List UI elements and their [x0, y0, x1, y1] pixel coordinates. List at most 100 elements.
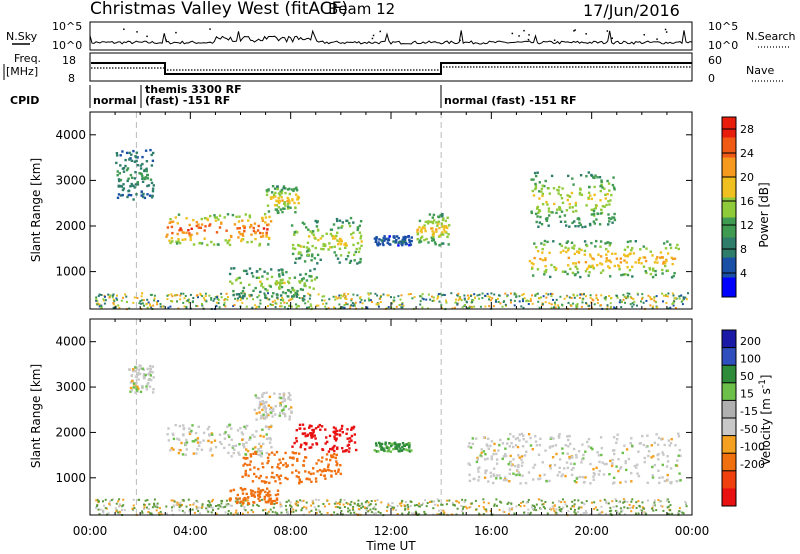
ground-scatter-point: [680, 294, 683, 297]
echo-point: [351, 236, 354, 239]
echo-point: [316, 229, 320, 232]
ground-scatter-point: [217, 504, 219, 507]
ground-scatter-point: [393, 506, 396, 509]
noise-search-point: [123, 28, 125, 30]
ground-scatter-point: [140, 302, 142, 305]
echo-point: [314, 237, 317, 240]
ground-scatter-point: [358, 297, 361, 300]
ground-scatter-point: [199, 294, 202, 296]
ground-scatter-point: [241, 297, 244, 300]
echo-point: [483, 476, 487, 479]
ground-scatter-point: [195, 499, 198, 502]
ground-scatter-point: [174, 294, 177, 297]
echo-point: [231, 213, 235, 217]
ground-scatter-point: [467, 298, 470, 301]
echo-point: [566, 272, 569, 276]
echo-point: [666, 455, 669, 458]
echo-point: [149, 148, 152, 152]
ground-scatter-point: [341, 513, 344, 516]
echo-point: [188, 232, 191, 235]
ground-scatter-point: [531, 504, 534, 507]
echo-point: [185, 448, 188, 451]
ground-scatter-point: [336, 506, 339, 509]
ground-scatter-point: [294, 502, 297, 505]
echo-point: [269, 411, 273, 414]
ground-scatter-point: [181, 509, 184, 512]
echo-point: [389, 450, 392, 453]
echo-point: [284, 204, 287, 207]
echo-point: [307, 253, 310, 256]
ground-scatter-point: [618, 501, 621, 504]
ground-scatter-point: [666, 295, 669, 298]
ground-scatter-point: [437, 293, 440, 296]
echo-point: [257, 276, 261, 279]
ground-scatter-point: [624, 301, 626, 304]
echo-point: [312, 233, 315, 236]
ground-scatter-point: [382, 293, 385, 296]
ground-scatter-point: [653, 504, 656, 507]
ground-scatter-point: [685, 505, 688, 508]
echo-point: [341, 447, 344, 450]
ground-scatter-point: [550, 508, 553, 511]
echo-point: [273, 453, 276, 456]
echo-point: [172, 437, 176, 441]
ground-scatter-point: [529, 299, 532, 302]
echo-point: [558, 215, 562, 218]
echo-point: [199, 226, 202, 229]
ground-scatter-point: [437, 499, 440, 502]
echo-point: [147, 378, 150, 381]
echo-point: [487, 437, 490, 440]
echo-point: [489, 444, 492, 448]
echo-point: [527, 433, 531, 436]
echo-point: [637, 258, 641, 262]
echo-point: [312, 428, 315, 432]
echo-point: [266, 272, 269, 275]
echo-point: [278, 273, 281, 276]
echo-point: [268, 490, 271, 493]
echo-point: [336, 429, 339, 433]
echo-point: [331, 234, 334, 237]
echo-point: [438, 234, 442, 237]
ground-scatter-point: [153, 294, 156, 297]
echo-point: [651, 254, 654, 257]
echo-point: [518, 433, 521, 436]
echo-point: [358, 247, 361, 250]
nave-label: Nave: [746, 64, 774, 77]
echo-point: [663, 242, 666, 245]
ground-scatter-point: [684, 296, 687, 299]
ground-scatter-point: [478, 297, 480, 300]
echo-point: [257, 397, 261, 400]
echo-point: [202, 439, 205, 442]
power-colorbar-segment: [722, 117, 736, 138]
ground-scatter-point: [375, 303, 378, 306]
echo-point: [313, 267, 316, 271]
ground-scatter-point: [488, 305, 491, 308]
ground-scatter-point: [565, 295, 568, 298]
echo-point: [333, 452, 336, 456]
echo-point: [151, 365, 155, 368]
ground-scatter-point: [205, 507, 208, 510]
echo-point: [553, 202, 556, 206]
echo-point: [333, 437, 337, 440]
ground-scatter-point: [638, 505, 641, 508]
echo-point: [339, 254, 343, 257]
echo-point: [324, 469, 328, 472]
echo-point: [571, 455, 574, 459]
ground-scatter-point: [232, 305, 235, 307]
ground-scatter-point: [608, 295, 611, 297]
ground-scatter-point: [407, 508, 410, 511]
ground-scatter-point: [138, 302, 141, 305]
echo-point: [658, 481, 661, 484]
ground-scatter-point: [104, 299, 107, 302]
echo-point: [353, 433, 356, 436]
ground-scatter-point: [132, 498, 135, 501]
ground-scatter-point: [155, 301, 158, 304]
ground-scatter-point: [563, 501, 566, 503]
echo-point: [504, 447, 507, 450]
ground-scatter-point: [352, 505, 355, 508]
ground-scatter-point: [325, 302, 328, 305]
echo-point: [546, 203, 549, 206]
echo-point: [641, 434, 644, 438]
echo-point: [550, 263, 553, 267]
ground-scatter-point: [311, 499, 314, 502]
